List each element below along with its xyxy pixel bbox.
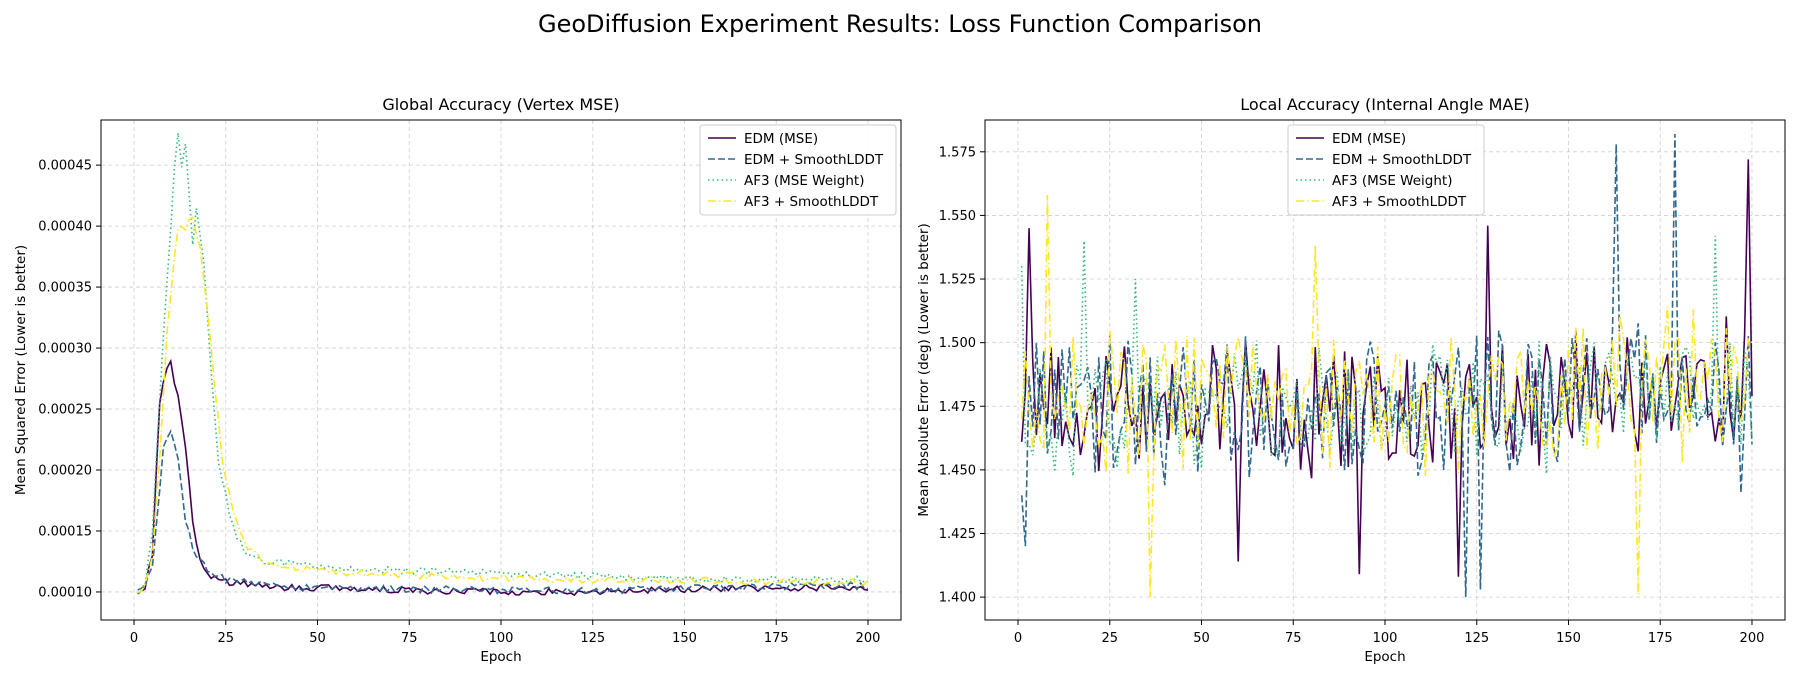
series-line-4: [1020, 195, 1753, 598]
legend-entry: EDM + SmoothLDDT: [744, 152, 884, 168]
figure-title: GeoDiffusion Experiment Results: Loss Fu…: [538, 10, 1262, 38]
y-axis-label: Mean Absolute Error (deg) (Lower is bett…: [916, 223, 932, 517]
y-tick-label: 1.450: [939, 463, 976, 478]
legend-entry: AF3 + SmoothLDDT: [744, 194, 879, 210]
y-tick-label: 0.00045: [38, 159, 92, 174]
legend-box: [1287, 124, 1485, 216]
y-tick-label: 0.00020: [38, 464, 92, 479]
y-tick-label: 1.525: [939, 273, 976, 288]
x-tick-label: 0: [130, 631, 138, 646]
x-tick-label: 125: [580, 631, 605, 646]
x-tick-label: 150: [672, 631, 697, 646]
legend-box: [699, 124, 897, 216]
y-tick-label: 1.425: [939, 527, 976, 542]
y-tick-label: 0.00040: [38, 220, 92, 235]
x-tick-label: 75: [401, 631, 418, 646]
series-line-3: [1020, 235, 1753, 476]
x-tick-label: 150: [1556, 631, 1581, 646]
x-tick-label: 25: [1101, 631, 1118, 646]
series-line-4: [137, 216, 869, 594]
x-tick-label: 200: [1740, 631, 1765, 646]
series-line-1: [137, 358, 869, 597]
plots: 0 25 50 75 100 125 150 175 200 0.00010 0.00015 0.00…: [13, 95, 1786, 665]
y-tick-label: 0.00035: [38, 281, 92, 296]
x-tick-label: 100: [1373, 631, 1398, 646]
y-tick-label: 1.575: [939, 145, 976, 160]
series-line-2: [137, 429, 869, 595]
y-tick-label: 0.00010: [38, 585, 92, 600]
y-tick-label: 0.00030: [38, 342, 92, 357]
y-tick-label: 1.475: [939, 400, 976, 415]
legend-entry: EDM (MSE): [1332, 131, 1406, 147]
x-tick-label: 100: [489, 631, 514, 646]
legend-entry: AF3 (MSE Weight): [744, 173, 865, 189]
x-tick-label: 0: [1014, 631, 1022, 646]
subplot-title: Global Accuracy (Vertex MSE): [382, 95, 619, 114]
subplot-1: 0 25 50 75 100 125 150 175 200 0.00010 0.00015 0.00…: [13, 95, 902, 665]
x-tick-label: 50: [1193, 631, 1210, 646]
y-tick-label: 1.500: [939, 336, 976, 351]
legend-entry: AF3 (MSE Weight): [1332, 173, 1453, 189]
y-axis-label: Mean Squared Error (Lower is better): [13, 245, 29, 495]
x-tick-label: 75: [1285, 631, 1302, 646]
legend-entry: EDM (MSE): [744, 131, 818, 147]
subplot-2: 0 25 50 75 100 125 150 175 200 1.400 1.425 1.450 1.4…: [916, 95, 1786, 665]
x-tick-label: 50: [309, 631, 326, 646]
x-axis-label: Epoch: [480, 649, 521, 665]
y-tick-label: 0.00015: [38, 524, 92, 539]
x-tick-label: 175: [1648, 631, 1673, 646]
x-tick-label: 200: [856, 631, 881, 646]
x-axis-label: Epoch: [1364, 649, 1405, 665]
legend: EDM (MSE) EDM + SmoothLDDT AF3 (MSE Weight…: [1287, 124, 1485, 216]
x-tick-label: 175: [764, 631, 789, 646]
legend: EDM (MSE) EDM + SmoothLDDT AF3 (MSE Weight…: [699, 124, 897, 216]
legend-entry: AF3 + SmoothLDDT: [1332, 194, 1467, 210]
legend-entry: EDM + SmoothLDDT: [1332, 152, 1472, 168]
y-tick-label: 0.00025: [38, 403, 92, 418]
x-tick-label: 25: [217, 631, 234, 646]
x-tick-label: 125: [1464, 631, 1489, 646]
subplot-title: Local Accuracy (Internal Angle MAE): [1240, 95, 1529, 114]
y-tick-label: 1.400: [939, 591, 976, 606]
y-tick-label: 1.550: [939, 209, 976, 224]
